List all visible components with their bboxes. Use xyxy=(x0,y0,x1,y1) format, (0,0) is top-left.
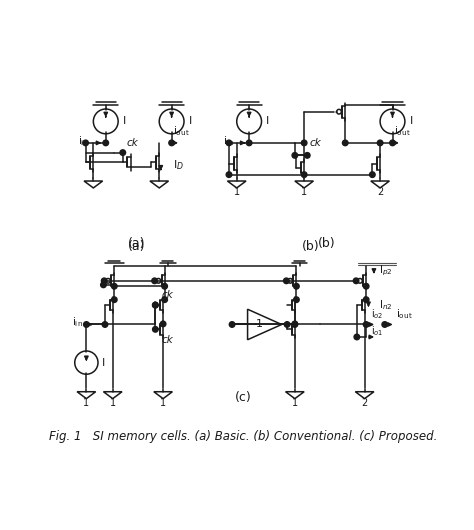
Text: i$_{o1}$: i$_{o1}$ xyxy=(371,324,383,338)
Circle shape xyxy=(229,322,235,328)
Circle shape xyxy=(246,140,252,146)
Text: Fig. 1   SI memory cells. (a) Basic. (b) Conventional. (c) Proposed.: Fig. 1 SI memory cells. (a) Basic. (b) C… xyxy=(49,430,437,443)
Text: i$_{\rm in}$: i$_{\rm in}$ xyxy=(223,134,234,148)
Circle shape xyxy=(342,140,348,146)
Circle shape xyxy=(153,302,158,308)
Text: ck: ck xyxy=(127,138,138,148)
Circle shape xyxy=(364,322,369,328)
Text: i$_{\rm out}$: i$_{\rm out}$ xyxy=(173,124,190,138)
Circle shape xyxy=(390,140,395,146)
Circle shape xyxy=(101,278,107,284)
Text: ck: ck xyxy=(310,138,321,148)
Text: I: I xyxy=(123,117,126,126)
Text: 2: 2 xyxy=(362,398,368,408)
Circle shape xyxy=(292,153,298,158)
Circle shape xyxy=(152,278,157,284)
Text: 1: 1 xyxy=(109,398,116,408)
Circle shape xyxy=(226,172,232,178)
Text: i$_{\rm out}$: i$_{\rm out}$ xyxy=(396,307,412,321)
Circle shape xyxy=(304,153,310,158)
Text: (a): (a) xyxy=(128,237,146,250)
Text: -1: -1 xyxy=(253,320,264,330)
Text: (b): (b) xyxy=(318,237,336,250)
Circle shape xyxy=(111,284,117,289)
Circle shape xyxy=(83,140,88,146)
Circle shape xyxy=(364,297,369,303)
Circle shape xyxy=(292,322,298,328)
Circle shape xyxy=(353,278,359,284)
Circle shape xyxy=(370,172,375,178)
Circle shape xyxy=(284,322,290,328)
Text: (b): (b) xyxy=(302,241,320,253)
Text: I$_{n2}$: I$_{n2}$ xyxy=(379,298,392,312)
Circle shape xyxy=(226,140,232,146)
Circle shape xyxy=(100,282,106,288)
Text: I: I xyxy=(266,117,269,126)
Circle shape xyxy=(301,172,307,178)
Text: (c): (c) xyxy=(235,392,251,404)
Circle shape xyxy=(382,322,388,328)
Text: I: I xyxy=(410,117,413,126)
Circle shape xyxy=(162,297,167,303)
Text: I: I xyxy=(102,358,105,368)
Circle shape xyxy=(111,297,117,303)
Circle shape xyxy=(83,322,89,328)
Text: 1: 1 xyxy=(301,187,307,197)
Circle shape xyxy=(162,284,167,289)
Circle shape xyxy=(169,140,174,146)
Text: I: I xyxy=(189,117,192,126)
Circle shape xyxy=(377,140,383,146)
Text: ck: ck xyxy=(162,289,173,299)
Circle shape xyxy=(301,140,307,146)
Circle shape xyxy=(292,321,298,326)
Circle shape xyxy=(293,284,299,289)
Text: (a): (a) xyxy=(128,241,146,253)
Text: 1: 1 xyxy=(234,187,240,197)
Text: 1: 1 xyxy=(160,398,166,408)
Text: I$_{p2}$: I$_{p2}$ xyxy=(379,264,392,278)
Text: I$_D$: I$_D$ xyxy=(173,158,184,172)
Text: 2: 2 xyxy=(377,187,383,197)
Circle shape xyxy=(293,297,299,303)
Circle shape xyxy=(153,326,158,332)
Circle shape xyxy=(120,150,126,155)
Text: i$_{\rm out}$: i$_{\rm out}$ xyxy=(394,124,411,138)
Text: ck: ck xyxy=(162,335,173,345)
Text: i$_{\rm in}$: i$_{\rm in}$ xyxy=(72,315,82,329)
Circle shape xyxy=(102,322,108,328)
Text: 1: 1 xyxy=(83,398,90,408)
Text: i$_{o2}$: i$_{o2}$ xyxy=(371,307,383,321)
Text: i$_{\rm in}$: i$_{\rm in}$ xyxy=(78,134,89,148)
Circle shape xyxy=(103,140,109,146)
Circle shape xyxy=(283,278,289,284)
Circle shape xyxy=(354,334,360,340)
Circle shape xyxy=(153,302,158,308)
Circle shape xyxy=(364,284,369,289)
Circle shape xyxy=(160,321,166,326)
Text: 1: 1 xyxy=(292,398,298,408)
